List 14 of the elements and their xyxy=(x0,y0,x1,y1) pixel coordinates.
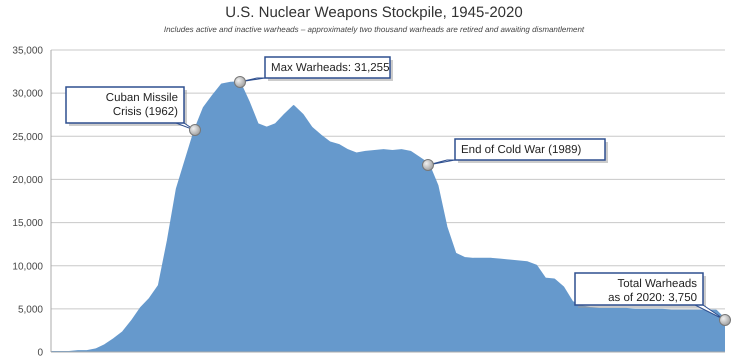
y-tick-label: 10,000 xyxy=(12,261,44,272)
y-tick-label: 20,000 xyxy=(12,174,44,186)
y-tick-label: 5,000 xyxy=(18,304,44,316)
chart-subtitle: Includes active and inactive warheads – approximately two thousand warheads are retired and awaiting dismantlement xyxy=(162,25,586,34)
chart-title: U.S. Nuclear Weapons Stockpile, 1945-2020 xyxy=(224,4,524,21)
y-tick-label: 25,000 xyxy=(12,132,44,143)
y-tick-label: 15,000 xyxy=(12,218,44,230)
annotation: Max Warheads: 31,255 xyxy=(271,62,390,74)
y-tick-label: 0 xyxy=(37,348,44,359)
annotation: End of Cold War (1989) xyxy=(461,144,582,156)
y-tick-label: 30,000 xyxy=(12,88,44,100)
annotation: Cuban Missile Crisis (1962) xyxy=(106,92,178,118)
y-tick-label: 35,000 xyxy=(12,46,44,57)
annotation: Total Warheads as of 2020: 3,750 xyxy=(608,278,698,304)
